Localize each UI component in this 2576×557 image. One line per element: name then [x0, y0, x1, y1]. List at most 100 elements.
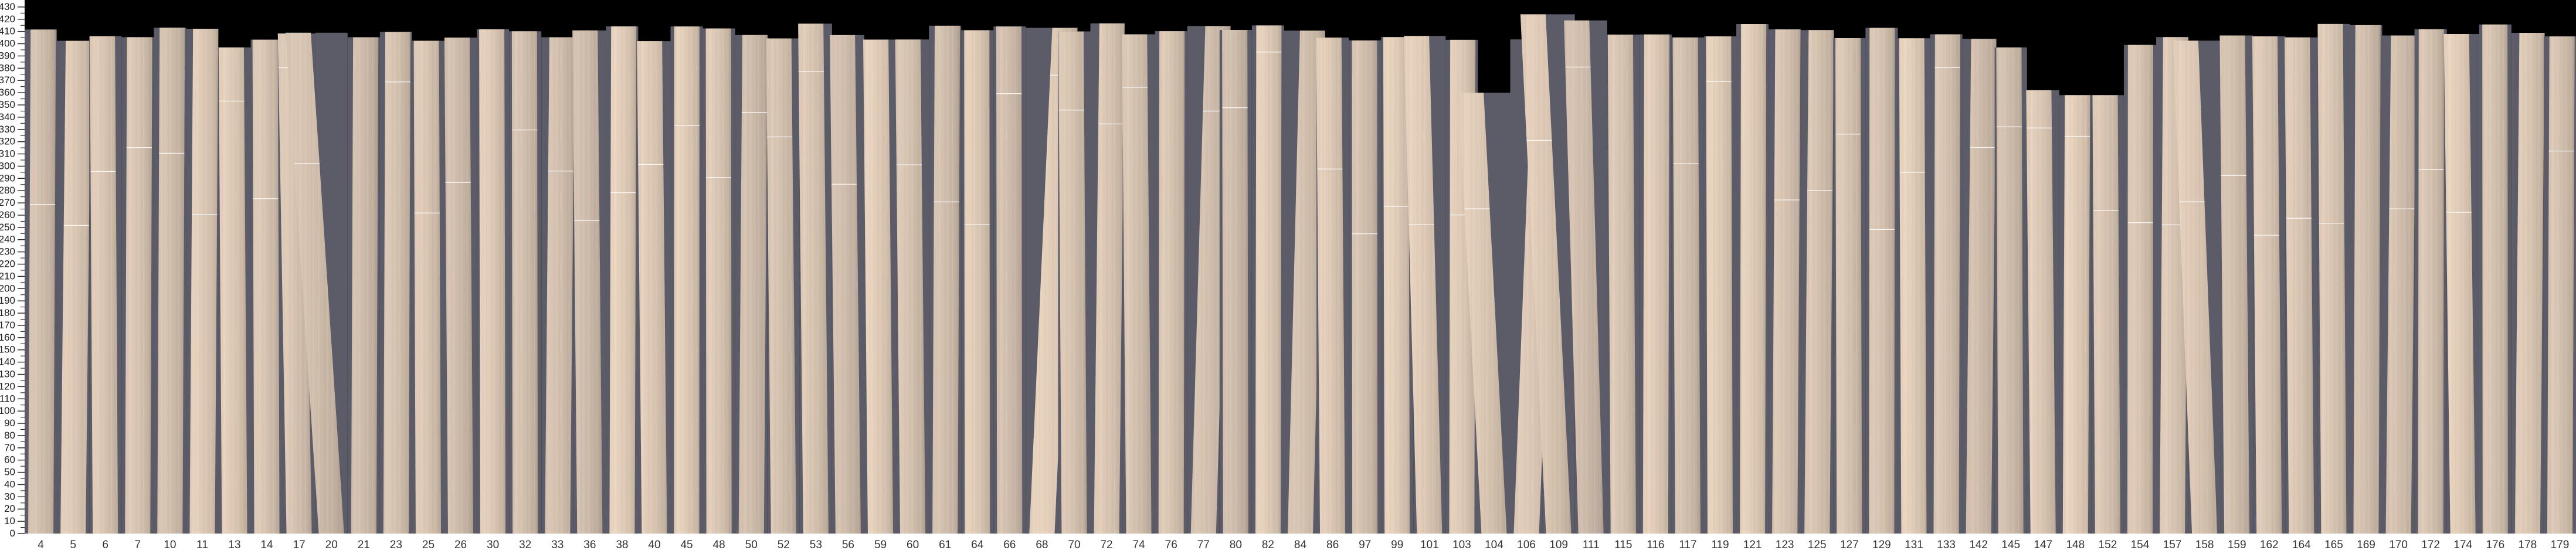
svg-text:400: 400	[0, 38, 15, 49]
svg-text:145: 145	[2001, 539, 2020, 551]
svg-text:80: 80	[1230, 539, 1242, 551]
svg-text:123: 123	[1776, 539, 1794, 551]
svg-text:106: 106	[1517, 539, 1536, 551]
svg-text:172: 172	[2421, 539, 2440, 551]
svg-text:127: 127	[1840, 539, 1859, 551]
svg-text:240: 240	[0, 234, 15, 245]
svg-text:250: 250	[0, 222, 15, 233]
svg-text:40: 40	[4, 478, 15, 490]
svg-text:82: 82	[1262, 539, 1274, 551]
svg-text:410: 410	[0, 26, 15, 37]
svg-text:165: 165	[2324, 539, 2343, 551]
svg-text:179: 179	[2551, 539, 2570, 551]
svg-text:13: 13	[228, 539, 240, 551]
svg-text:148: 148	[2066, 539, 2085, 551]
svg-text:360: 360	[0, 87, 15, 98]
svg-text:290: 290	[0, 172, 15, 184]
svg-text:7: 7	[134, 539, 141, 551]
svg-text:142: 142	[1969, 539, 1988, 551]
svg-text:10: 10	[4, 515, 15, 527]
svg-text:169: 169	[2357, 539, 2375, 551]
svg-text:23: 23	[390, 539, 402, 551]
svg-text:0: 0	[10, 528, 15, 539]
svg-text:48: 48	[713, 539, 725, 551]
svg-text:60: 60	[907, 539, 919, 551]
svg-text:130: 130	[0, 368, 15, 379]
svg-text:109: 109	[1549, 539, 1568, 551]
svg-text:370: 370	[0, 74, 15, 86]
svg-text:190: 190	[0, 295, 15, 306]
svg-text:17: 17	[293, 539, 306, 551]
svg-text:30: 30	[4, 491, 15, 502]
svg-text:74: 74	[1133, 539, 1146, 551]
svg-text:180: 180	[0, 307, 15, 318]
svg-text:154: 154	[2131, 539, 2150, 551]
svg-text:110: 110	[0, 393, 15, 404]
svg-text:76: 76	[1165, 539, 1177, 551]
svg-text:170: 170	[0, 320, 15, 331]
svg-text:178: 178	[2519, 539, 2537, 551]
svg-text:14: 14	[260, 539, 273, 551]
svg-text:220: 220	[0, 259, 15, 270]
svg-text:32: 32	[519, 539, 531, 551]
svg-text:36: 36	[583, 539, 596, 551]
svg-text:420: 420	[0, 13, 15, 25]
svg-text:116: 116	[1647, 539, 1664, 551]
svg-text:350: 350	[0, 99, 15, 110]
svg-text:20: 20	[4, 503, 15, 514]
svg-text:11: 11	[196, 539, 208, 551]
svg-text:60: 60	[4, 454, 15, 466]
svg-text:33: 33	[551, 539, 564, 551]
svg-text:66: 66	[1003, 539, 1016, 551]
svg-text:20: 20	[325, 539, 338, 551]
svg-text:280: 280	[0, 185, 15, 196]
svg-text:430: 430	[0, 1, 15, 12]
svg-text:80: 80	[4, 430, 15, 441]
svg-text:4: 4	[38, 539, 44, 551]
svg-text:390: 390	[0, 50, 15, 61]
svg-text:84: 84	[1294, 539, 1307, 551]
svg-text:330: 330	[0, 124, 15, 135]
svg-text:64: 64	[971, 539, 984, 551]
svg-text:115: 115	[1614, 539, 1632, 551]
svg-text:38: 38	[616, 539, 628, 551]
svg-text:210: 210	[0, 270, 15, 281]
svg-text:320: 320	[0, 136, 15, 147]
svg-text:100: 100	[0, 405, 15, 416]
svg-text:170: 170	[2389, 539, 2408, 551]
svg-text:53: 53	[810, 539, 822, 551]
svg-text:176: 176	[2486, 539, 2504, 551]
svg-text:140: 140	[0, 356, 15, 368]
svg-text:270: 270	[0, 197, 15, 208]
svg-text:104: 104	[1485, 539, 1503, 551]
svg-text:200: 200	[0, 283, 15, 294]
svg-text:174: 174	[2453, 539, 2472, 551]
svg-text:70: 70	[4, 442, 15, 453]
svg-text:77: 77	[1197, 539, 1210, 551]
svg-text:160: 160	[0, 332, 15, 343]
svg-text:70: 70	[1068, 539, 1080, 551]
svg-text:117: 117	[1679, 539, 1696, 551]
svg-text:90: 90	[4, 417, 15, 429]
svg-text:6: 6	[102, 539, 108, 551]
svg-text:230: 230	[0, 246, 15, 257]
svg-text:25: 25	[422, 539, 435, 551]
svg-text:99: 99	[1391, 539, 1403, 551]
svg-text:119: 119	[1711, 539, 1729, 551]
svg-text:59: 59	[874, 539, 887, 551]
svg-text:103: 103	[1452, 539, 1471, 551]
svg-text:158: 158	[2195, 539, 2214, 551]
svg-text:129: 129	[1872, 539, 1891, 551]
svg-text:111: 111	[1583, 539, 1600, 551]
svg-text:72: 72	[1100, 539, 1112, 551]
svg-text:125: 125	[1808, 539, 1827, 551]
svg-text:101: 101	[1420, 539, 1439, 551]
svg-text:159: 159	[2228, 539, 2246, 551]
svg-text:50: 50	[745, 539, 758, 551]
svg-text:380: 380	[0, 62, 15, 73]
svg-text:120: 120	[0, 381, 15, 392]
svg-text:50: 50	[4, 467, 15, 478]
svg-text:340: 340	[0, 111, 15, 123]
svg-text:162: 162	[2260, 539, 2279, 551]
svg-text:310: 310	[0, 148, 15, 159]
